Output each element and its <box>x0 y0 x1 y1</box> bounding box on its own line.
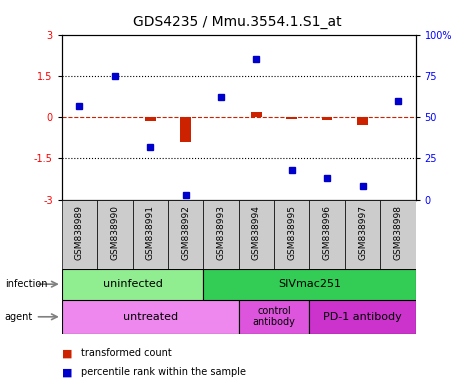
Bar <box>345 200 380 269</box>
Bar <box>238 300 310 334</box>
Text: GDS4235 / Mmu.3554.1.S1_at: GDS4235 / Mmu.3554.1.S1_at <box>133 15 342 29</box>
Text: transformed count: transformed count <box>81 348 171 358</box>
Text: GSM838996: GSM838996 <box>323 205 332 260</box>
Bar <box>203 200 238 269</box>
Text: ■: ■ <box>62 348 72 358</box>
Bar <box>251 112 262 117</box>
Text: agent: agent <box>5 312 33 322</box>
Text: GSM838998: GSM838998 <box>393 205 402 260</box>
Bar <box>97 200 133 269</box>
Bar <box>203 269 416 300</box>
Bar <box>62 200 97 269</box>
Bar <box>274 200 310 269</box>
Text: percentile rank within the sample: percentile rank within the sample <box>81 367 246 377</box>
Bar <box>238 200 274 269</box>
Text: GSM838994: GSM838994 <box>252 205 261 260</box>
Bar <box>322 117 332 121</box>
Text: uninfected: uninfected <box>103 279 162 289</box>
Bar <box>145 117 155 121</box>
Text: GSM838989: GSM838989 <box>75 205 84 260</box>
Text: infection: infection <box>5 279 47 289</box>
Text: GSM838997: GSM838997 <box>358 205 367 260</box>
Text: SIVmac251: SIVmac251 <box>278 279 341 289</box>
Bar <box>168 200 203 269</box>
Text: control
antibody: control antibody <box>253 306 295 327</box>
Bar <box>310 200 345 269</box>
Bar <box>357 117 368 125</box>
Text: GSM838995: GSM838995 <box>287 205 296 260</box>
Text: GSM838991: GSM838991 <box>146 205 155 260</box>
Text: ■: ■ <box>62 367 72 377</box>
Bar <box>380 200 416 269</box>
Text: PD-1 antibody: PD-1 antibody <box>323 312 402 322</box>
Bar <box>310 300 416 334</box>
Bar <box>62 300 238 334</box>
Bar <box>62 269 203 300</box>
Bar <box>286 117 297 119</box>
Bar <box>180 117 191 142</box>
Bar <box>133 200 168 269</box>
Text: untreated: untreated <box>123 312 178 322</box>
Text: GSM838992: GSM838992 <box>181 205 190 260</box>
Text: GSM838990: GSM838990 <box>110 205 119 260</box>
Text: GSM838993: GSM838993 <box>217 205 226 260</box>
